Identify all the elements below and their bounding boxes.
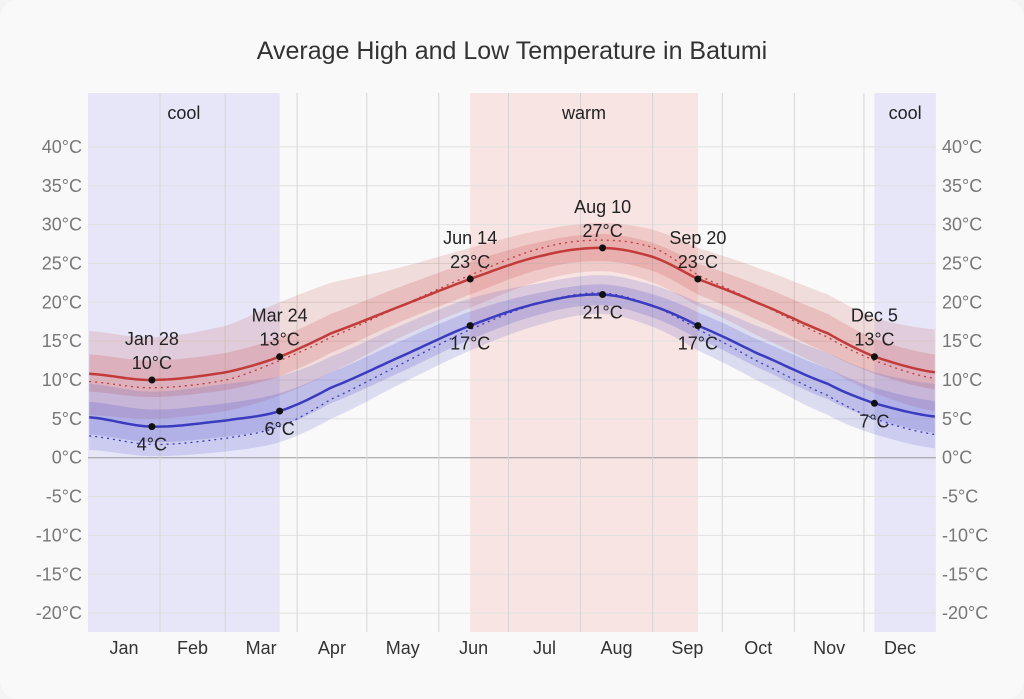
- season-label-cool: cool: [167, 103, 200, 123]
- high-band-25-75: [89, 233, 935, 398]
- y-tick-label-left: 10°C: [42, 370, 82, 390]
- season-band-warm: [470, 93, 698, 632]
- y-tick-label-right: -15°C: [942, 564, 988, 584]
- y-tick-label-left: -10°C: [36, 525, 82, 545]
- annotation-low: 21°C: [582, 303, 622, 323]
- high-band-10-90: [89, 223, 935, 419]
- y-tick-label-left: 35°C: [42, 176, 82, 196]
- y-tick-label-right: 25°C: [942, 253, 982, 273]
- y-tick-label-left: -5°C: [46, 487, 82, 507]
- season-band-cool: [88, 93, 280, 632]
- y-tick-label-left: 20°C: [42, 292, 82, 312]
- x-tick-label: Dec: [884, 638, 916, 658]
- plot-layer: [88, 93, 936, 632]
- annotation-high: 13°C: [854, 330, 894, 350]
- x-tick-label: Jan: [109, 638, 138, 658]
- annotation-date: Dec 5: [851, 306, 898, 326]
- annotation-low: 6°C: [265, 419, 295, 439]
- x-tick-label: Apr: [318, 638, 346, 658]
- y-tick-label-right: 20°C: [942, 292, 982, 312]
- high-point-marker: [466, 275, 474, 283]
- y-tick-label-right: -20°C: [942, 603, 988, 623]
- y-tick-label-left: 0°C: [52, 448, 82, 468]
- x-tick-label: Sep: [671, 638, 703, 658]
- y-tick-label-right: 40°C: [942, 137, 982, 157]
- y-tick-label-left: 25°C: [42, 253, 82, 273]
- annotation-date: Jan 28: [125, 329, 179, 349]
- x-tick-label: Feb: [177, 638, 208, 658]
- low-point-marker: [466, 322, 474, 330]
- high-temperature-line: [89, 246, 935, 382]
- high-point-marker: [148, 376, 156, 384]
- low-temperature-line: [89, 293, 935, 428]
- annotation-high: 27°C: [582, 221, 622, 241]
- high-point-marker: [599, 244, 607, 252]
- low-band-10-90: [89, 275, 935, 457]
- annotation-high: 23°C: [678, 252, 718, 272]
- y-tick-label-left: 5°C: [52, 409, 82, 429]
- y-tick-label-right: 0°C: [942, 448, 972, 468]
- x-tick-label: May: [386, 638, 420, 658]
- chart-title: Average High and Low Temperature in Batu…: [257, 37, 768, 65]
- low-point-marker: [694, 322, 702, 330]
- low-point-marker: [276, 407, 284, 415]
- x-tick-label: Jun: [459, 638, 488, 658]
- annotation-low: 17°C: [678, 334, 718, 354]
- y-tick-label-right: 10°C: [942, 370, 982, 390]
- annotation-date: Aug 10: [574, 197, 631, 217]
- high-point-marker: [694, 275, 702, 283]
- low-point-marker: [148, 423, 156, 431]
- y-tick-label-right: 15°C: [942, 331, 982, 351]
- annotation-low: 4°C: [137, 435, 167, 455]
- y-tick-label-right: 35°C: [942, 176, 982, 196]
- season-label-cool: cool: [889, 103, 922, 123]
- x-tick-label: Mar: [246, 638, 277, 658]
- season-label-warm: warm: [561, 103, 606, 123]
- annotation-low: 17°C: [450, 334, 490, 354]
- y-tick-label-left: -15°C: [36, 564, 82, 584]
- high-point-marker: [276, 353, 284, 361]
- x-tick-label: Jul: [533, 638, 556, 658]
- annotation-high: 13°C: [260, 330, 300, 350]
- x-tick-label: Aug: [601, 638, 633, 658]
- y-tick-label-right: -5°C: [942, 487, 978, 507]
- y-tick-label-right: 30°C: [942, 215, 982, 235]
- high-point-marker: [870, 353, 878, 361]
- annotation-date: Sep 20: [669, 228, 726, 248]
- annotation-high: 23°C: [450, 252, 490, 272]
- x-tick-label: Oct: [744, 638, 772, 658]
- x-tick-label: Nov: [813, 638, 845, 658]
- low-perceived-line: [89, 292, 935, 446]
- y-tick-label-left: 15°C: [42, 331, 82, 351]
- season-band-cool: [874, 93, 936, 632]
- y-tick-label-left: -20°C: [36, 603, 82, 623]
- low-point-marker: [870, 399, 878, 407]
- annotation-date: Jun 14: [443, 228, 497, 248]
- y-tick-label-right: 5°C: [942, 409, 972, 429]
- y-tick-label-left: 40°C: [42, 137, 82, 157]
- annotation-high: 10°C: [132, 353, 172, 373]
- annotation-low: 7°C: [859, 411, 889, 431]
- annotation-date: Mar 24: [252, 306, 308, 326]
- low-point-marker: [599, 291, 607, 299]
- y-tick-label-left: 30°C: [42, 215, 82, 235]
- y-tick-label-right: -10°C: [942, 525, 988, 545]
